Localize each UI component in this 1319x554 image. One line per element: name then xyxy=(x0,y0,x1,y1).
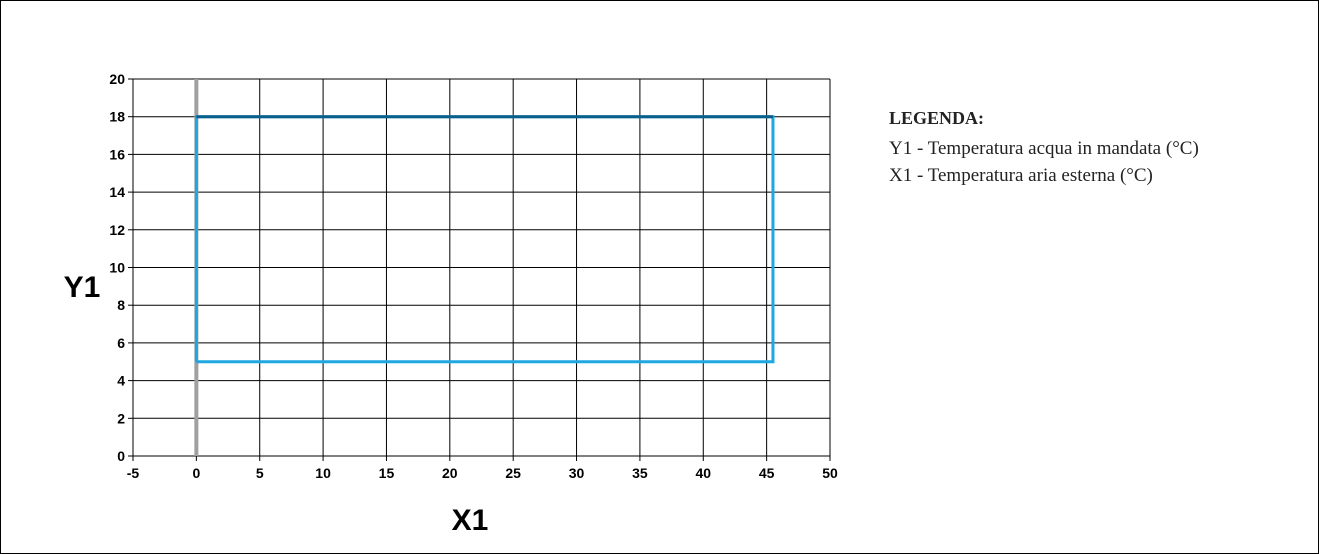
x-axis-title: X1 xyxy=(452,504,489,537)
y-tick-label: 0 xyxy=(117,448,125,464)
x-tick-label: 40 xyxy=(695,465,711,481)
x-tick-label: 50 xyxy=(822,465,838,481)
legend-entry-x1: X1 - Temperatura aria esterna (°C) xyxy=(889,165,1153,186)
y-axis-title: Y1 xyxy=(64,271,101,304)
x-tick-label: 35 xyxy=(632,465,648,481)
legend: LEGENDA: Y1 - Temperatura acqua in manda… xyxy=(889,108,1199,189)
y-tick-label: 18 xyxy=(109,109,125,125)
series-layer xyxy=(194,115,775,364)
x-tick-label: 5 xyxy=(256,465,264,481)
x-tick-label: 20 xyxy=(442,465,458,481)
grid xyxy=(128,78,831,461)
y-tick-label: 14 xyxy=(109,184,125,200)
y-tick-label: 6 xyxy=(117,335,125,351)
y-tick-label: 8 xyxy=(117,297,125,313)
y-tick-label: 4 xyxy=(117,373,125,389)
y-tick-label: 10 xyxy=(109,260,125,276)
x-tick-labels: -5 0 5 10 15 20 25 30 35 40 45 50 xyxy=(127,465,838,481)
legend-entry-y1: Y1 - Temperatura acqua in mandata (°C) xyxy=(889,138,1199,159)
x-tick-label: 45 xyxy=(759,465,775,481)
y-tick-label: 2 xyxy=(117,410,125,426)
x-tick-label: 25 xyxy=(505,465,521,481)
legend-title: LEGENDA: xyxy=(889,108,985,128)
x-tick-label: -5 xyxy=(127,465,140,481)
y-tick-label: 20 xyxy=(109,71,125,87)
x-tick-label: 10 xyxy=(315,465,331,481)
x-tick-label: 30 xyxy=(569,465,585,481)
y-tick-label: 12 xyxy=(109,222,125,238)
x-tick-label: 15 xyxy=(379,465,395,481)
y-tick-labels: 0 2 4 6 8 10 12 14 16 18 20 xyxy=(109,71,125,464)
operating-envelope xyxy=(194,115,775,364)
y-tick-label: 16 xyxy=(109,146,125,162)
x-tick-label: 0 xyxy=(192,465,200,481)
